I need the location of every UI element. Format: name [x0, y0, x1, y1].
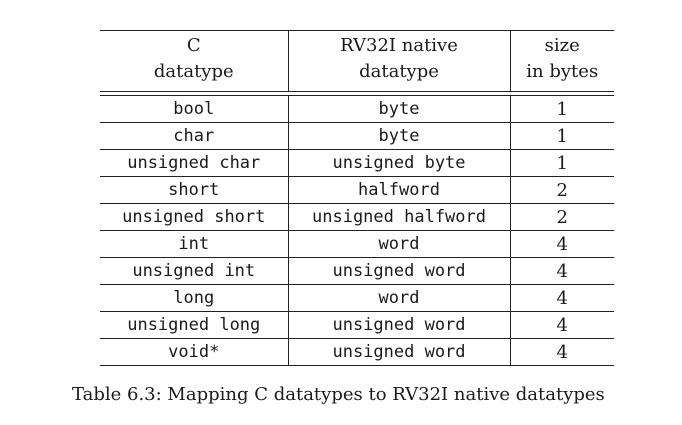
- table-body: bool byte 1 char byte 1 unsigned char un…: [100, 95, 614, 366]
- size-cell: 2: [509, 176, 614, 204]
- table-row: unsigned char unsigned byte 1: [100, 149, 614, 177]
- c-datatype-cell: unsigned char: [100, 149, 288, 177]
- c-datatype-cell: bool: [100, 95, 288, 123]
- header-line: RV32I native: [340, 35, 458, 56]
- rule-cell: [100, 91, 288, 96]
- size-cell: 4: [509, 284, 614, 312]
- size-cell: 1: [509, 149, 614, 177]
- table-row: int word 4: [100, 230, 614, 258]
- header-line: size: [544, 35, 580, 56]
- table-caption: Table 6.3: Mapping C datatypes to RV32I …: [72, 384, 605, 405]
- native-datatype-cell: unsigned word: [287, 338, 510, 366]
- size-cell: 1: [509, 95, 614, 123]
- size-cell: 4: [509, 230, 614, 258]
- native-datatype-cell: unsigned byte: [287, 149, 510, 177]
- size-cell: 2: [509, 203, 614, 231]
- native-datatype-cell: unsigned halfword: [287, 203, 510, 231]
- header-c-datatype: C datatype: [100, 30, 288, 92]
- header-line: datatype: [153, 61, 234, 82]
- size-cell: 4: [509, 338, 614, 366]
- c-datatype-cell: short: [100, 176, 288, 204]
- c-datatype-cell: char: [100, 122, 288, 150]
- table-row: void* unsigned word 4: [100, 338, 614, 366]
- table-row: unsigned int unsigned word 4: [100, 257, 614, 285]
- table-row: long word 4: [100, 284, 614, 312]
- size-cell: 4: [509, 257, 614, 285]
- header-rv32i-native-datatype: RV32I native datatype: [287, 30, 510, 92]
- native-datatype-cell: word: [287, 284, 510, 312]
- c-datatype-cell: void*: [100, 338, 288, 366]
- table-row: short halfword 2: [100, 176, 614, 204]
- c-datatype-cell: unsigned long: [100, 311, 288, 339]
- c-datatype-cell: long: [100, 284, 288, 312]
- header-size-in-bytes: size in bytes: [509, 30, 614, 92]
- table-row: char byte 1: [100, 122, 614, 150]
- c-datatype-cell: int: [100, 230, 288, 258]
- double-rule: [100, 91, 614, 96]
- native-datatype-cell: word: [287, 230, 510, 258]
- native-datatype-cell: byte: [287, 95, 510, 123]
- rule-cell: [288, 91, 510, 96]
- header-line: datatype: [359, 61, 439, 82]
- table-header: C datatype RV32I native datatype size in…: [100, 30, 614, 92]
- table-row: bool byte 1: [100, 95, 614, 123]
- native-datatype-cell: unsigned word: [287, 257, 510, 285]
- native-datatype-cell: unsigned word: [287, 311, 510, 339]
- c-datatype-cell: unsigned int: [100, 257, 288, 285]
- rule-cell: [510, 91, 614, 96]
- header-row: C datatype RV32I native datatype size in…: [100, 30, 614, 92]
- size-cell: 4: [509, 311, 614, 339]
- native-datatype-cell: byte: [287, 122, 510, 150]
- size-cell: 1: [509, 122, 614, 150]
- c-datatype-cell: unsigned short: [100, 203, 288, 231]
- double-rule-row: [100, 91, 614, 96]
- header-line: C: [186, 35, 201, 56]
- native-datatype-cell: halfword: [287, 176, 510, 204]
- datatype-mapping-table-container: C datatype RV32I native datatype size in…: [100, 30, 614, 366]
- table-row: unsigned long unsigned word 4: [100, 311, 614, 339]
- header-line: in bytes: [526, 61, 599, 82]
- table-row: unsigned short unsigned halfword 2: [100, 203, 614, 231]
- datatype-mapping-table: C datatype RV32I native datatype size in…: [100, 30, 614, 366]
